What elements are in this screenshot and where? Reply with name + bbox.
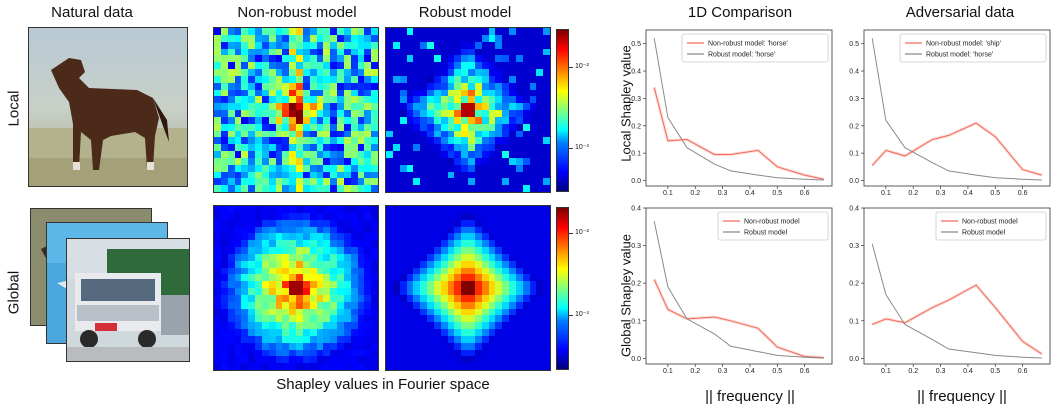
line-chart-local-1d-comparison: 0.0 0.1 0.2 0.3 0.4 0.5 0.1 0.2 0.3 0.4 0.5 0.6 Non-… xyxy=(631,29,833,196)
y-tick-label: 0.3 xyxy=(631,243,641,250)
x-tick-label: 0.6 xyxy=(800,190,810,196)
x-tick-label: 0.4 xyxy=(963,190,973,196)
series-line-nonrobust xyxy=(653,279,824,359)
x-tick-label: 0.3 xyxy=(936,190,946,196)
y-tick-label: 0.4 xyxy=(631,69,641,76)
x-tick-label: 0.5 xyxy=(772,368,782,374)
series-line-nonrobust xyxy=(653,87,824,180)
header-1d-comparison: 1D Comparison xyxy=(687,4,793,21)
colorbar-local-tick-high: 10⁻² xyxy=(575,63,589,70)
series-line-nonrobust xyxy=(872,284,1043,355)
series-line-robust xyxy=(871,243,1042,359)
legend-label: Non-robust model xyxy=(962,219,1018,226)
x-tick-label: 0.1 xyxy=(663,368,673,374)
series-line-nonrobust xyxy=(871,122,1042,176)
legend-label: Robust model xyxy=(744,230,788,237)
x-tick-label: 0.4 xyxy=(745,368,755,374)
legend-box xyxy=(935,211,1047,241)
x-tick-label: 0.3 xyxy=(718,190,728,196)
y-tick-label: 0.0 xyxy=(849,356,859,363)
line-chart-local-adversarial: 0.0 0.1 0.2 0.3 0.4 0.5 0.1 0.2 0.3 0.4 0.5 0.6 Non-… xyxy=(849,29,1051,196)
x-tick-label: 0.6 xyxy=(1018,190,1028,196)
x-tick-label: 0.6 xyxy=(800,368,810,374)
y-tick-label: 0.2 xyxy=(849,123,859,130)
y-tick-label: 0.2 xyxy=(631,123,641,130)
truck-image xyxy=(66,238,190,362)
legend-label: Non-robust model: 'horse' xyxy=(708,41,788,48)
y-tick-label: 0.1 xyxy=(849,151,859,158)
header-non-robust-model: Non-robust model xyxy=(237,4,357,21)
y-tick-label: 0.4 xyxy=(849,206,859,213)
colorbar-global-tick-high: 10⁻² xyxy=(575,229,589,236)
legend-label: Robust model: 'horse' xyxy=(926,52,993,59)
y-tick-label: 0.0 xyxy=(631,178,641,185)
x-tick-label: 0.5 xyxy=(990,368,1000,374)
legend-label: Non-robust model xyxy=(744,219,800,226)
y-tick-label: 0.2 xyxy=(849,281,859,288)
legend-label: Robust model xyxy=(962,230,1006,237)
legend-label: Robust model: 'horse' xyxy=(708,52,775,59)
truck-picture xyxy=(67,239,189,361)
x-tick-label: 0.2 xyxy=(908,190,918,196)
legend-box xyxy=(899,33,1047,63)
x-tick-label: 0.2 xyxy=(690,368,700,374)
y-tick-label: 0.5 xyxy=(849,41,859,48)
x-tick-label: 0.1 xyxy=(881,190,891,196)
x-tick-label: 0.1 xyxy=(663,190,673,196)
xlabel-right: || frequency || xyxy=(917,388,1007,405)
series-line-robust xyxy=(653,221,824,359)
header-robust-model: Robust model xyxy=(418,4,512,21)
series-line-robust xyxy=(653,38,824,181)
legend-box xyxy=(717,211,829,241)
colorbar-local-tick-low: 10⁻³ xyxy=(575,144,589,151)
line-chart-global-1d-comparison: 0.0 0.1 0.2 0.3 0.4 0.1 0.2 0.3 0.4 0.5 0.6 Non-rob… xyxy=(631,206,833,374)
colorbar-global xyxy=(556,207,569,370)
horse-picture xyxy=(29,28,187,186)
heatmap-local-non-robust xyxy=(213,27,379,193)
y-tick-label: 0.3 xyxy=(849,96,859,103)
y-tick-label: 0.2 xyxy=(631,281,641,288)
y-tick-label: 0.0 xyxy=(849,178,859,185)
horse-image xyxy=(28,27,188,187)
x-tick-label: 0.5 xyxy=(772,190,782,196)
line-chart-global-adversarial: 0.0 0.1 0.2 0.3 0.4 0.1 0.2 0.3 0.4 0.5 0.6 Non-rob… xyxy=(849,206,1051,374)
x-tick-label: 0.4 xyxy=(963,368,973,374)
x-tick-label: 0.3 xyxy=(936,368,946,374)
colorbar-global-tick-low: 10⁻³ xyxy=(575,311,589,318)
x-tick-label: 0.5 xyxy=(990,190,1000,196)
row-label-global: Global xyxy=(5,270,23,315)
x-tick-label: 0.1 xyxy=(881,368,891,374)
y-tick-label: 0.1 xyxy=(631,318,641,325)
header-adversarial-data: Adversarial data xyxy=(905,4,1015,21)
y-tick-label: 0.0 xyxy=(631,356,641,363)
legend-label: Non-robust model: 'ship' xyxy=(926,41,1001,48)
y-tick-label: 0.3 xyxy=(631,96,641,103)
legend-box xyxy=(681,33,829,63)
y-tick-label: 0.1 xyxy=(849,318,859,325)
heatmap-local-robust xyxy=(385,27,551,193)
xlabel-left: || frequency || xyxy=(705,388,795,405)
row-label-local: Local xyxy=(5,90,23,127)
header-natural-data: Natural data xyxy=(51,4,133,21)
y-tick-label: 0.1 xyxy=(631,151,641,158)
y-tick-label: 0.4 xyxy=(849,69,859,76)
x-tick-label: 0.2 xyxy=(690,190,700,196)
heatmap-global-robust xyxy=(385,205,551,371)
x-tick-label: 0.2 xyxy=(908,368,918,374)
y-tick-label: 0.3 xyxy=(849,243,859,250)
x-tick-label: 0.6 xyxy=(1018,368,1028,374)
colorbar-local xyxy=(556,29,569,192)
series-line-robust xyxy=(871,38,1042,181)
y-tick-label: 0.4 xyxy=(631,206,641,213)
y-tick-label: 0.5 xyxy=(631,41,641,48)
x-tick-label: 0.4 xyxy=(745,190,755,196)
x-tick-label: 0.3 xyxy=(718,368,728,374)
heatmap-caption: Shapley values in Fourier space xyxy=(276,376,490,393)
heatmap-global-non-robust xyxy=(213,205,379,371)
